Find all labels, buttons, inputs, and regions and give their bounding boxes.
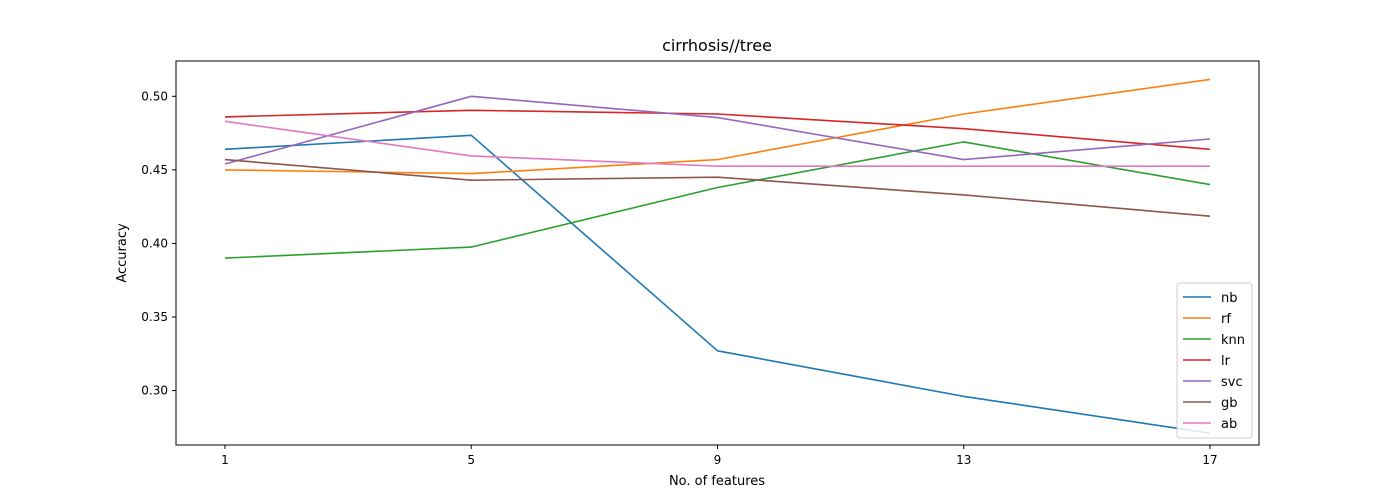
x-tick-label: 9 (714, 453, 722, 467)
x-axis-label: No. of features (669, 474, 765, 489)
legend-label-rf: rf (1221, 312, 1231, 327)
series-layer (224, 78, 1211, 434)
legend-label-lr: lr (1221, 354, 1231, 369)
legend-label-knn: knn (1221, 333, 1245, 348)
x-tick-label: 17 (1202, 453, 1217, 467)
legend: nb rf knn lr svc gb ab (1176, 282, 1253, 439)
x-tick-label: 13 (956, 453, 971, 467)
y-axis: 0.30 0.35 0.40 0.45 0.50 (141, 89, 176, 398)
y-axis-label: Accuracy (115, 223, 130, 283)
legend-label-gb: gb (1221, 396, 1238, 411)
legend-label-ab: ab (1221, 417, 1237, 432)
y-tick-label: 0.35 (141, 310, 168, 324)
series-line-svc (224, 95, 1211, 165)
x-tick-label: 5 (467, 453, 475, 467)
y-tick-label: 0.30 (141, 384, 168, 398)
series-line-ab (224, 120, 1210, 167)
series-line-nb (224, 134, 1211, 434)
y-tick-label: 0.50 (141, 89, 168, 103)
y-tick-label: 0.45 (141, 163, 168, 177)
legend-label-svc: svc (1221, 375, 1243, 390)
x-axis: 1 5 9 13 17 (221, 445, 1218, 467)
series-line-gb (224, 158, 1211, 217)
series-line-rf (224, 78, 1211, 175)
legend-frame (1176, 282, 1253, 439)
x-tick-label: 1 (221, 453, 229, 467)
y-tick-label: 0.40 (141, 236, 168, 250)
legend-label-nb: nb (1221, 291, 1238, 306)
chart-title: cirrhosis//tree (662, 36, 772, 55)
series-line-knn (224, 141, 1211, 259)
series-line-lr (224, 109, 1211, 151)
